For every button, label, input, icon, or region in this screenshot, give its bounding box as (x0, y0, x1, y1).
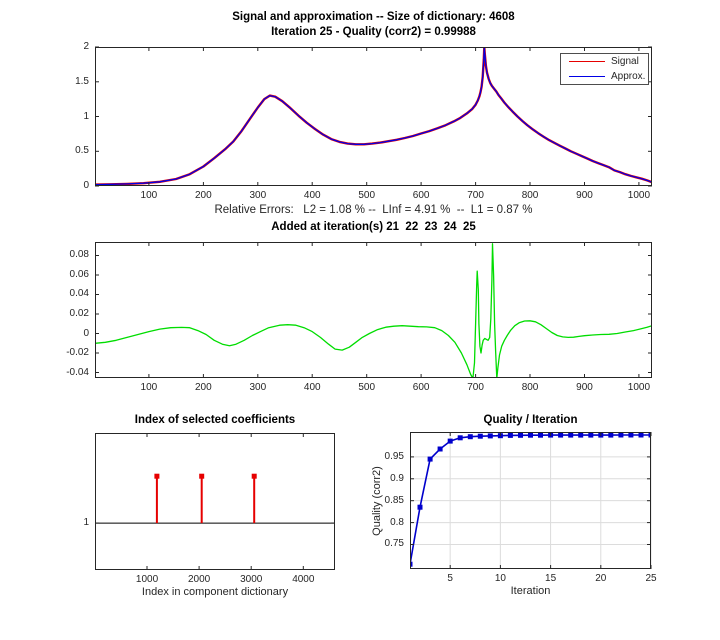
residual-plot (95, 242, 652, 378)
x-tick-label: 2000 (188, 574, 211, 585)
figure-title-line1: Signal and approximation -- Size of dict… (232, 11, 515, 23)
y-tick-label: 0.08 (69, 249, 89, 261)
y-tick-label: 0.5 (75, 145, 89, 157)
legend-entry-approx: Approx. (561, 69, 648, 84)
y-tick-label: 1 (83, 110, 89, 122)
x-tick-label: 900 (576, 382, 593, 393)
legend-label-approx: Approx. (611, 71, 646, 82)
x-tick-label: 100 (140, 382, 158, 393)
x-tick-label: 700 (467, 190, 484, 201)
x-tick-label: 5 (447, 573, 453, 584)
y-tick-label: 0.8 (390, 516, 404, 528)
legend-line-signal (569, 61, 605, 62)
x-tick-label: 600 (412, 190, 430, 201)
y-tick-label: 0.9 (390, 472, 404, 484)
y-tick-label: 0.95 (384, 450, 404, 462)
x-tick-label: 600 (412, 382, 430, 393)
x-tick-label: 10 (494, 573, 506, 584)
legend: Signal Approx. (560, 53, 649, 85)
x-tick-label: 800 (521, 382, 539, 393)
x-tick-label: 400 (303, 382, 321, 393)
x-tick-label: 400 (303, 190, 321, 201)
x-tick-label: 3000 (240, 574, 263, 585)
quality-plot (410, 432, 652, 569)
x-tick-label: 1000 (627, 190, 651, 201)
y-tick-label: 0.04 (69, 288, 89, 300)
x-tick-label: 200 (195, 190, 212, 201)
y-tick-label: 2 (83, 41, 89, 52)
coefficients-plot-title: Index of selected coefficients (134, 414, 296, 426)
legend-label-signal: Signal (611, 56, 639, 67)
x-tick-label: 4000 (292, 574, 315, 585)
y-tick-label: 0 (83, 180, 89, 191)
signal-approx-canvas (95, 46, 652, 187)
y-tick-label: 1.5 (75, 75, 89, 87)
x-tick-label: 100 (140, 190, 158, 201)
y-tick-label: 1 (83, 517, 89, 529)
x-tick-label: 1000 (627, 382, 651, 393)
y-tick-label: 0.02 (69, 308, 89, 319)
x-tick-label: 25 (645, 573, 657, 584)
x-tick-label: 500 (358, 190, 376, 201)
quality-xlabel: Iteration (510, 585, 551, 597)
y-tick-label: 0.75 (384, 538, 404, 550)
x-tick-label: 900 (576, 190, 593, 201)
x-tick-label: 300 (249, 382, 267, 393)
x-tick-label: 200 (195, 382, 212, 393)
y-tick-label: -0.02 (66, 347, 89, 359)
quality-plot-title: Quality / Iteration (483, 414, 578, 426)
x-tick-label: 15 (545, 573, 557, 584)
x-tick-label: 800 (521, 190, 539, 201)
y-tick-label: 0 (83, 327, 89, 339)
coefficients-plot (95, 433, 335, 570)
x-tick-label: 300 (249, 190, 267, 201)
y-tick-label: -0.04 (66, 366, 89, 378)
coefficients-xlabel: Index in component dictionary (141, 586, 289, 598)
relative-errors-text: Relative Errors: L2 = 1.08 % -- LInf = 4… (214, 204, 533, 216)
y-tick-label: 0.06 (69, 268, 89, 280)
legend-entry-signal: Signal (561, 54, 648, 69)
residual-canvas (95, 242, 652, 378)
legend-line-approx (569, 76, 605, 77)
signal-approx-plot (95, 46, 652, 187)
coefficients-canvas (95, 433, 335, 570)
x-tick-label: 500 (358, 382, 376, 393)
x-tick-label: 20 (595, 573, 607, 584)
quality-canvas (410, 432, 652, 569)
y-tick-label: 0.85 (384, 494, 404, 506)
x-tick-label: 1000 (135, 574, 159, 585)
figure-title-line2: Iteration 25 - Quality (corr2) = 0.99988 (271, 26, 476, 38)
residual-plot-title: Added at iteration(s) 21 22 23 24 25 (271, 221, 476, 233)
x-tick-label: 700 (467, 382, 484, 393)
